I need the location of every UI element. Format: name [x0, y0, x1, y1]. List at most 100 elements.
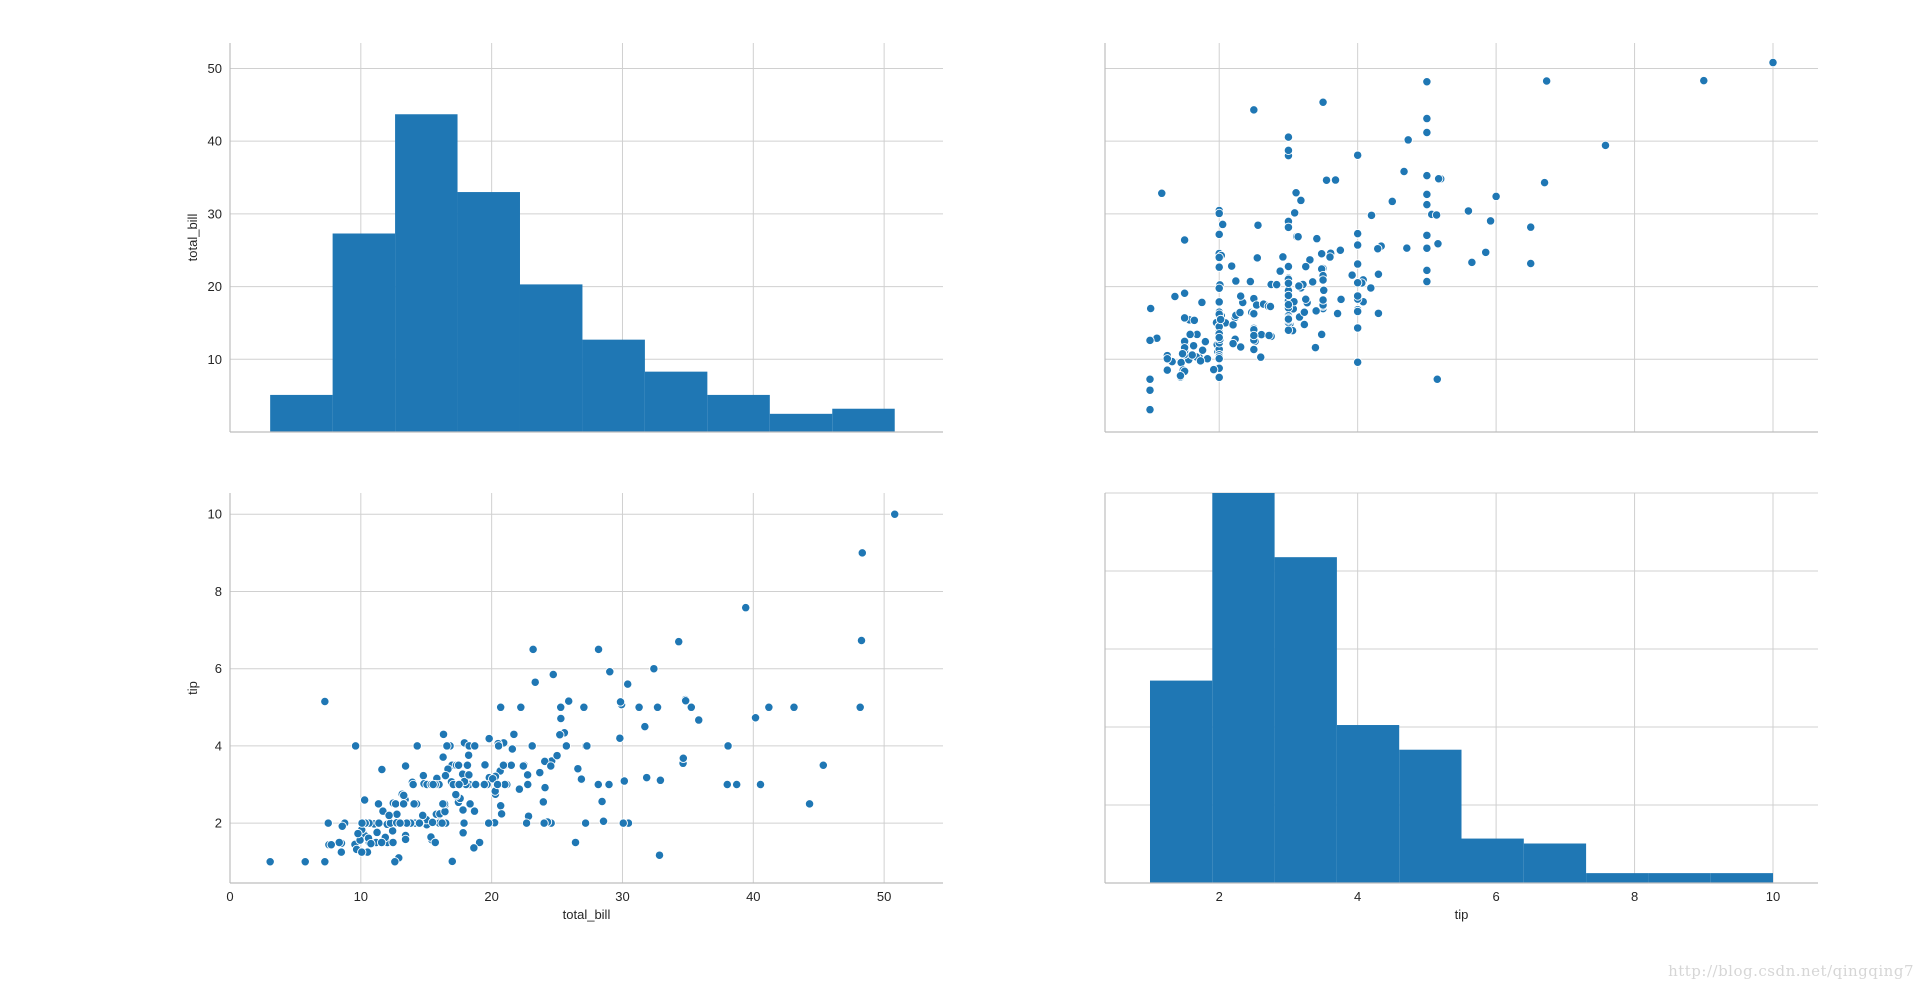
scatter-point — [400, 761, 411, 771]
scatter-point — [336, 847, 346, 857]
x-tick-label: 30 — [615, 889, 629, 904]
scatter-point — [1318, 97, 1328, 107]
scatter-point — [523, 779, 533, 790]
scatter-point — [458, 805, 468, 815]
scatter-point — [540, 756, 550, 767]
scatter-point — [465, 799, 475, 809]
scatter-point — [1189, 315, 1199, 325]
y-tick-label: 40 — [208, 134, 222, 149]
scatter-point — [573, 764, 583, 774]
scatter-point — [509, 729, 519, 739]
histogram-bar — [1586, 873, 1649, 883]
scatter-point — [1699, 75, 1709, 86]
scatter-point — [1318, 275, 1328, 285]
scatter-point — [1195, 356, 1206, 366]
scatter-point — [1214, 229, 1224, 240]
histogram-bar — [1710, 873, 1774, 883]
scatter-point — [474, 837, 485, 848]
scatter-point — [1353, 150, 1363, 160]
y-tick-label: 10 — [208, 507, 222, 522]
scatter-point — [555, 730, 565, 740]
scatter-point — [1290, 208, 1300, 218]
scatter-point — [750, 713, 761, 723]
y-tick-label: 4 — [215, 738, 222, 753]
scatter-point — [1353, 278, 1363, 288]
scatter-point — [619, 776, 629, 786]
scatter-point — [399, 790, 409, 800]
histogram-bar — [1336, 725, 1400, 883]
scatter-point — [1422, 276, 1432, 287]
scatter-point — [1249, 105, 1259, 115]
scatter-point — [681, 696, 691, 706]
scatter-point — [1491, 191, 1501, 202]
scatter-point — [1218, 219, 1228, 230]
panel-hist-tip: 2 4 6 8 10 tip — [1104, 492, 1818, 922]
scatter-point — [374, 818, 384, 828]
scatter-point — [857, 548, 867, 558]
scatter-point — [678, 753, 688, 763]
panel-scatter-total-bill-vs-tip: 2 4 6 8 10 0 10 20 30 40 50 total_bill tip — [185, 493, 943, 922]
scatter-point — [334, 837, 344, 848]
scatter-point — [1422, 127, 1432, 138]
scatter-point — [459, 818, 469, 828]
y-tick-label: 8 — [215, 584, 222, 599]
y-tick-label: 10 — [208, 352, 222, 367]
scatter-point — [438, 799, 448, 809]
scatter-point — [582, 741, 592, 751]
scatter-point — [1353, 291, 1363, 301]
scatter-point — [1399, 166, 1409, 177]
scatter-point — [1264, 330, 1274, 341]
scatter-point — [1283, 325, 1294, 335]
scatter-point — [1197, 297, 1207, 308]
panel-scatter-tip-vs-total-bill — [1104, 43, 1818, 433]
x-tick-label: 2 — [1216, 889, 1223, 904]
scatter-point — [484, 733, 494, 744]
scatter-point — [359, 795, 370, 805]
scatter-point — [440, 771, 451, 781]
scatter-point — [1231, 276, 1241, 286]
scatter-point — [652, 702, 663, 712]
y-axis-label: tip — [185, 681, 200, 695]
histogram-bar — [707, 394, 770, 432]
scatter-point — [1214, 332, 1224, 343]
scatter-point — [430, 837, 440, 848]
scatter-point — [1422, 199, 1432, 210]
scatter-point — [649, 664, 659, 674]
scatter-point — [1265, 301, 1276, 312]
scatter-point — [538, 797, 548, 807]
scatter-point — [1283, 278, 1294, 288]
scatter-point — [548, 669, 558, 680]
scatter-point — [408, 779, 418, 790]
scatter-point — [1283, 290, 1294, 301]
scatter-point — [1256, 352, 1266, 362]
scatter-point — [320, 696, 330, 707]
scatter-point — [1325, 252, 1335, 262]
histogram-bar — [1212, 493, 1275, 883]
scatter-point — [1318, 295, 1328, 305]
scatter-point — [453, 760, 464, 770]
scatter-point — [1283, 132, 1294, 142]
scatter-point — [514, 784, 525, 794]
scatter-point — [723, 741, 733, 751]
scatter-point — [437, 818, 447, 828]
scatter-point — [427, 817, 438, 828]
histogram-bar — [519, 284, 583, 432]
x-tick-label: 0 — [226, 889, 233, 904]
histogram-bar — [769, 413, 833, 432]
scatter-point — [1299, 319, 1310, 330]
scatter-point — [755, 779, 766, 790]
scatter-point — [694, 715, 704, 725]
x-tick-label: 10 — [1766, 889, 1780, 904]
scatter-point — [1256, 329, 1267, 340]
scatter-point — [1422, 113, 1432, 124]
scatter-point — [556, 713, 566, 724]
x-tick-label: 10 — [354, 889, 368, 904]
scatter-point — [440, 806, 450, 817]
scatter-point — [1214, 372, 1224, 383]
scatter-point — [1373, 269, 1384, 279]
scatter-point — [1170, 291, 1180, 302]
scatter-point — [442, 741, 452, 751]
scatter-point — [1179, 313, 1190, 323]
scatter-point — [1366, 210, 1377, 220]
